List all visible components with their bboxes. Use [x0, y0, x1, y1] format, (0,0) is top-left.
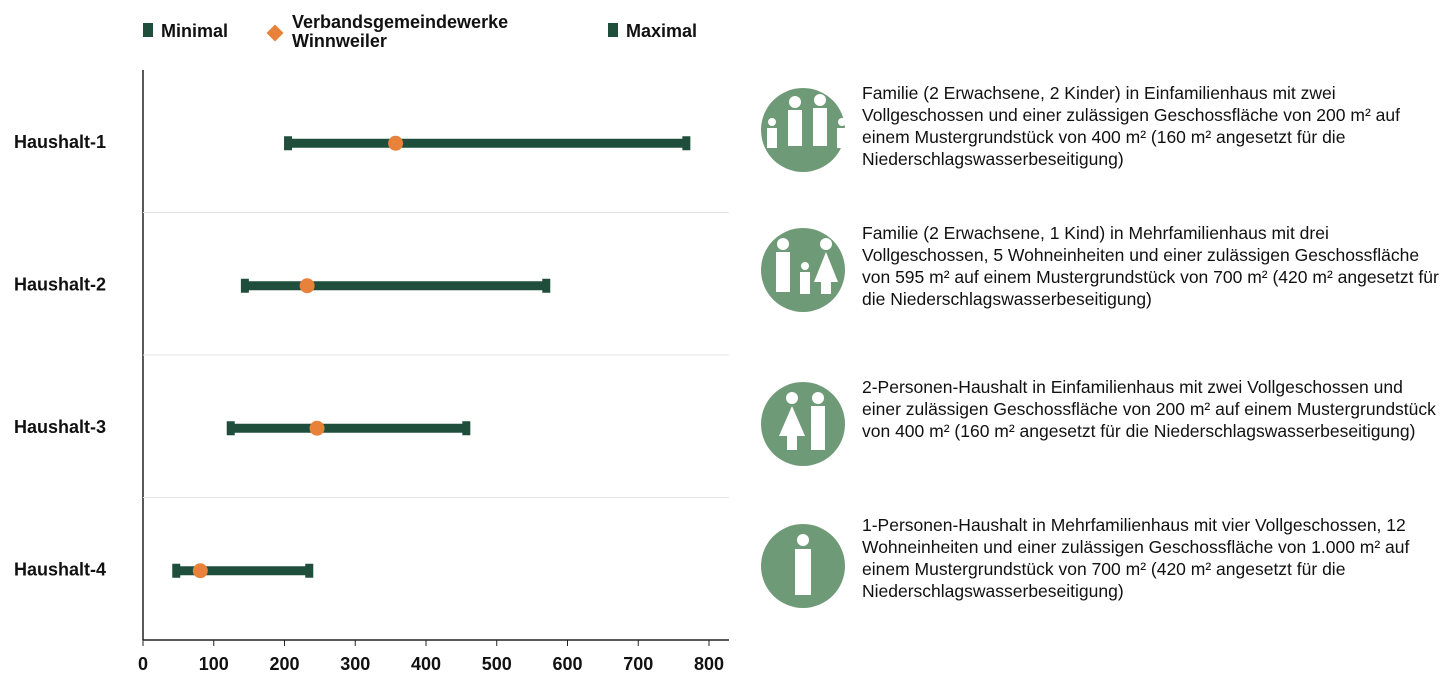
icons [761, 88, 847, 608]
y-tick-label: Haushalt-2 [14, 275, 106, 295]
legend-minimal: Minimal [143, 22, 228, 41]
point [192, 563, 208, 579]
point [388, 135, 404, 151]
legend-point: Verbandsgemeindewerke Winnweiler [265, 13, 565, 51]
point [309, 420, 325, 436]
x-tick-label: 100 [199, 654, 229, 674]
legend-maximal: Maximal [608, 22, 697, 41]
y-tick-label: Haushalt-1 [14, 132, 106, 152]
max-cap [462, 421, 471, 436]
min-cap [226, 421, 235, 436]
legend-swatch [143, 23, 153, 37]
legend-label: Verbandsgemeindewerke Winnweiler [292, 12, 509, 51]
x-tick-label: 0 [138, 654, 148, 674]
max-cap [682, 136, 691, 151]
y-tick-label: Haushalt-4 [14, 560, 106, 580]
x-tick-label: 400 [411, 654, 441, 674]
x-tick-label: 300 [340, 654, 370, 674]
legend-swatch [608, 23, 618, 37]
legend-label: Minimal [161, 21, 229, 41]
description: 1-Personen-Haushalt in Mehrfamilienhaus … [862, 515, 1410, 601]
x-tick-label: 800 [694, 654, 724, 674]
min-cap [240, 278, 249, 293]
x-tick-label: 500 [482, 654, 512, 674]
max-cap [542, 278, 551, 293]
min-cap [284, 136, 293, 151]
y-tick-label: Haushalt-3 [14, 417, 106, 437]
x-tick-label: 600 [552, 654, 582, 674]
x-tick-label: 700 [623, 654, 653, 674]
description: Familie (2 Erwachsene, 1 Kind) in Mehrfa… [862, 223, 1439, 309]
description: Familie (2 Erwachsene, 2 Kinder) in Einf… [862, 83, 1400, 169]
description: 2-Personen-Haushalt in Einfamilienhaus m… [862, 377, 1436, 441]
legend-label: Maximal [626, 21, 698, 41]
point [299, 278, 315, 294]
x-tick-label: 200 [269, 654, 299, 674]
legend-swatch [266, 24, 284, 42]
max-cap [305, 563, 314, 578]
min-cap [172, 563, 181, 578]
